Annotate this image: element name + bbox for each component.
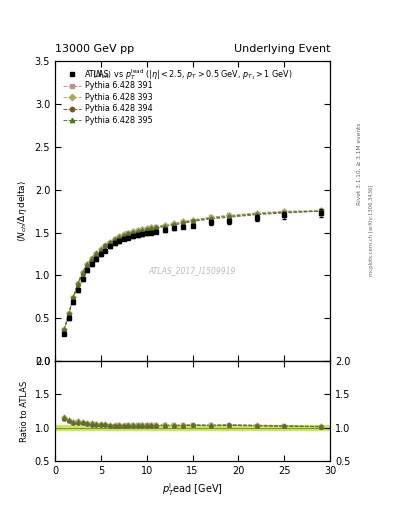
X-axis label: $p_T^{\rm l}$ead [GeV]: $p_T^{\rm l}$ead [GeV] bbox=[162, 481, 223, 498]
Y-axis label: $\langle N_{ch} / \Delta\eta\,\mathrm{delta}\rangle$: $\langle N_{ch} / \Delta\eta\,\mathrm{de… bbox=[16, 180, 29, 242]
Text: mcplots.cern.ch [arXiv:1306.3436]: mcplots.cern.ch [arXiv:1306.3436] bbox=[369, 185, 374, 276]
Legend: ATLAS, Pythia 6.428 391, Pythia 6.428 393, Pythia 6.428 394, Pythia 6.428 395: ATLAS, Pythia 6.428 391, Pythia 6.428 39… bbox=[60, 67, 156, 128]
Text: $\langle N_{ch}\rangle$ vs $p_T^{\rm lead}$ ($|\eta|<2.5,\,p_T>0.5$ GeV$,\,p_{T_: $\langle N_{ch}\rangle$ vs $p_T^{\rm lea… bbox=[92, 68, 293, 82]
Text: ATLAS_2017_I1509919: ATLAS_2017_I1509919 bbox=[149, 267, 236, 275]
Text: Rivet 3.1.10, ≥ 3.1M events: Rivet 3.1.10, ≥ 3.1M events bbox=[357, 123, 362, 205]
Text: 13000 GeV pp: 13000 GeV pp bbox=[55, 44, 134, 54]
Y-axis label: Ratio to ATLAS: Ratio to ATLAS bbox=[20, 380, 29, 441]
Text: Underlying Event: Underlying Event bbox=[233, 44, 330, 54]
Bar bbox=[55, 425, 330, 430]
